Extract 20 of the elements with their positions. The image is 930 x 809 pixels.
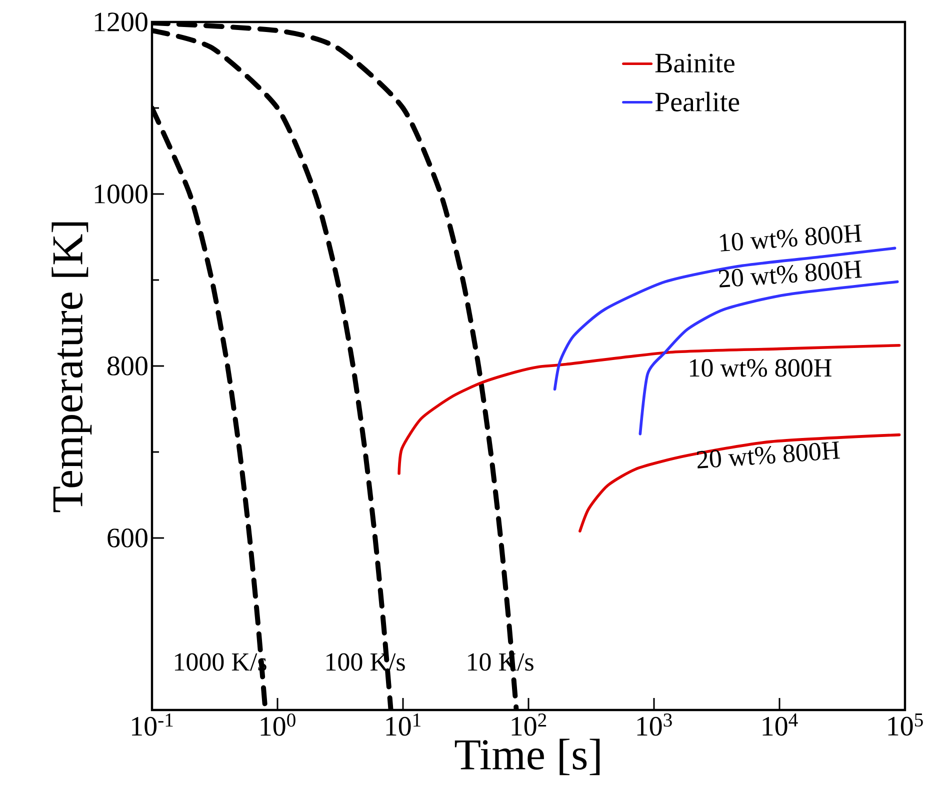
y-axis-title: Temperature [K] [52,222,92,512]
y-tick-label: 1200 [94,12,148,32]
x-tick-label: 10$^{0}$ [260,714,296,736]
annotation: 100 K/s [326,653,405,671]
x-tick-label: 10$^{5}$ [888,714,923,736]
annotation: 20 wt% 800H [719,260,862,288]
x-tick-label: 10$^{4}$ [762,714,798,736]
annotation: 20 wt% 800H [697,442,840,468]
x-tick-label: 10$^{-1}$ [132,714,173,736]
annotation: 10 wt% 800H [690,359,832,377]
y-tick-label: 800 [108,356,148,376]
x-tick-label: 10$^{2}$ [512,714,546,736]
legend-label: Bainite [655,54,734,73]
legend-label: Pearlite [655,92,740,112]
x-tick-label: 10$^{3}$ [637,714,672,736]
x-axis-title: Time [s] [454,738,600,776]
x-tick-label: 10$^{1}$ [386,714,420,736]
y-tick-label: 600 [108,528,148,548]
y-tick-label: 1000 [94,184,148,204]
annotation: 10 wt% 800H [720,224,862,252]
